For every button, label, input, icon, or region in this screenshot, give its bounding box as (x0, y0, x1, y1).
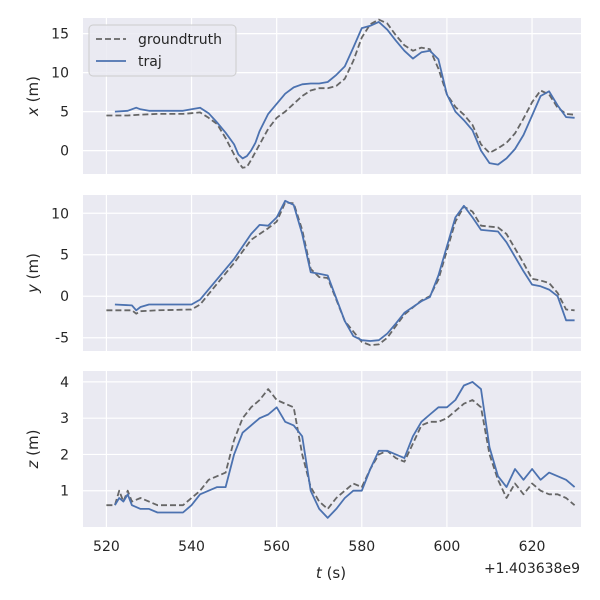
series-traj (114, 199, 575, 342)
y-axis-label-unit: (m) (24, 430, 42, 461)
y-axis-label-unit: (m) (24, 253, 42, 284)
series-groundtruth (106, 388, 576, 510)
y-tick-label: 15 (51, 27, 69, 43)
y-axis-label-var: z (24, 459, 42, 469)
series-traj (114, 21, 575, 166)
series-groundtruth (106, 18, 575, 169)
panel-x: 0 5 10 15 x (m) groundtruth traj (24, 18, 581, 174)
y-axis-label: y (m) (24, 253, 42, 294)
x-axis-label-var: t (316, 564, 323, 582)
y-tick-label: 10 (51, 66, 69, 82)
x-tick-label: 600 (434, 539, 461, 555)
legend-label-traj: traj (138, 54, 162, 70)
x-tick-label: 520 (93, 539, 120, 555)
y-axis-label: z (m) (24, 430, 42, 470)
y-tick-label: 5 (60, 248, 69, 264)
series-traj (114, 381, 576, 519)
legend-label-groundtruth: groundtruth (138, 32, 222, 48)
x-tick-label: 560 (263, 539, 290, 555)
y-tick-label: 2 (60, 447, 69, 463)
x-tick-label: 540 (178, 539, 205, 555)
legend-box (88, 24, 237, 77)
x-tick-label: 580 (348, 539, 375, 555)
y-axis-label-var: y (24, 283, 42, 294)
y-tick-label: 1 (60, 484, 69, 500)
legend: groundtruth traj (88, 24, 237, 77)
y-tick-label: 0 (60, 289, 69, 305)
x-axis-label: t (s) (316, 564, 346, 582)
panel-y: -5 0 5 10 y (m) (24, 195, 581, 351)
y-tick-label: 10 (51, 206, 69, 222)
y-tick-label: 5 (60, 105, 69, 121)
plot-area (83, 195, 581, 351)
plot-area (83, 371, 581, 527)
y-tick-label: 3 (60, 411, 69, 427)
panel-z: 520 540 560 580 600 620 1 2 3 4 z (m) (24, 371, 581, 555)
y-tick-label: 0 (60, 144, 69, 160)
y-axis-label: x (m) (24, 76, 42, 117)
y-axis-label-unit: (m) (24, 76, 42, 107)
x-axis: +1.403638e9 t (s) (316, 561, 580, 582)
x-offset-label: +1.403638e9 (484, 561, 580, 577)
x-tick-label: 620 (519, 539, 546, 555)
y-tick-label: 4 (60, 375, 69, 391)
y-tick-label: -5 (55, 331, 69, 347)
x-axis-label-unit: (s) (322, 564, 346, 582)
y-axis-label-var: x (24, 107, 42, 117)
series-groundtruth (106, 201, 575, 347)
